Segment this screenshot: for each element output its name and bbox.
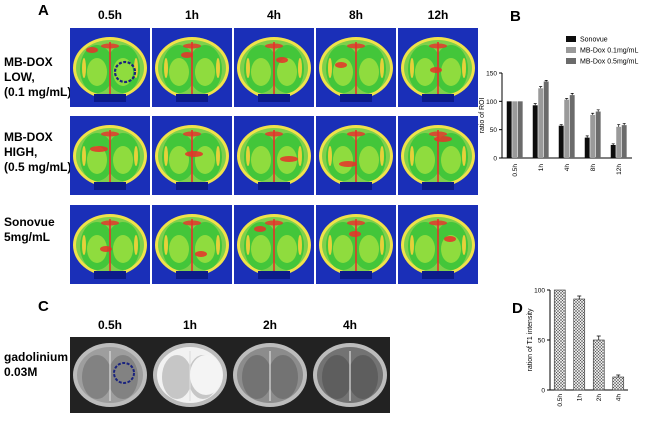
x-tick-label: 0.5h — [557, 394, 564, 407]
error-bar — [591, 112, 595, 115]
error-bar — [577, 295, 582, 299]
x-tick-label: 12h — [616, 164, 623, 175]
panel-a-letter: A — [38, 2, 49, 19]
gadolinium-row-label: gadolinium 0.03M — [4, 350, 68, 379]
panel-a-time-label: 4h — [266, 8, 281, 22]
y-tick-label: 0 — [541, 388, 545, 395]
error-bar — [585, 135, 589, 138]
heatmap-tile — [70, 205, 150, 284]
error-bar — [622, 123, 626, 126]
x-tick-label: 1h — [576, 394, 583, 402]
x-tick-label: 2h — [596, 394, 603, 402]
legend-swatch — [566, 47, 576, 53]
y-tick-label: 150 — [486, 71, 497, 78]
bar — [553, 289, 566, 391]
panel-c-time-label: 0.5h — [97, 318, 122, 332]
heatmap-tile — [316, 28, 396, 107]
heatmap-tile — [398, 28, 478, 107]
mri-tile — [310, 337, 390, 413]
heatmap-tile — [152, 116, 232, 195]
heatmap-tile — [152, 205, 232, 284]
y-tick-label: 50 — [538, 338, 546, 345]
panel-a-time-label: 1h — [184, 8, 199, 22]
bar — [595, 111, 601, 158]
legend-label: Sonovue — [580, 37, 608, 44]
bar — [569, 95, 575, 158]
bar — [621, 125, 627, 158]
y-tick-label: 100 — [486, 99, 497, 106]
panel-c-time-label: 2h — [262, 318, 277, 332]
bar — [532, 105, 538, 158]
panel-a-time-label: 12h — [427, 8, 449, 22]
roi-circle-marker — [113, 60, 137, 84]
error-bar — [596, 109, 600, 112]
bar — [506, 101, 512, 158]
bar — [616, 126, 622, 158]
panel-c-time-label: 4h — [342, 318, 357, 332]
panel-c-letter: C — [38, 298, 49, 315]
heatmap-tile — [316, 205, 396, 284]
y-tick-label: 0 — [493, 156, 497, 163]
legend-swatch — [566, 36, 576, 42]
x-tick-label: 0.5h — [512, 164, 519, 177]
heatmap-tile — [316, 116, 396, 195]
bar — [612, 376, 625, 391]
bar — [558, 125, 564, 158]
panel-a-row-label: Sonovue 5mg/mL — [4, 215, 55, 244]
panel-a-time-label: 8h — [348, 8, 363, 22]
heatmap-tile — [70, 116, 150, 195]
heatmap-tile — [152, 28, 232, 107]
bar — [538, 88, 544, 158]
error-bar — [596, 335, 601, 340]
heatmap-tile — [234, 116, 314, 195]
mri-tile — [70, 337, 150, 413]
legend-label: MB-Dox 0.1mg/mL — [580, 48, 638, 55]
heatmap-tile — [234, 205, 314, 284]
y-axis-label: ration of T1 intensity — [527, 308, 534, 371]
bar — [543, 81, 549, 158]
heatmap-tile — [234, 28, 314, 107]
error-bar — [565, 98, 569, 100]
t1-intensity-chart: 0 50 100 ration of T1 intensity 0.5h 1h 2h 4h — [527, 288, 628, 407]
bar — [584, 137, 590, 158]
panel-a-time-label: 0.5h — [97, 8, 122, 22]
panel-b-letter: B — [510, 8, 521, 25]
error-bar — [559, 124, 563, 126]
error-bar — [570, 93, 574, 96]
bar — [512, 101, 518, 158]
bar — [564, 99, 570, 158]
y-axis-label: ratio of ROI — [479, 98, 486, 134]
error-bar — [616, 374, 621, 377]
y-tick-label: 100 — [534, 288, 545, 295]
bar — [590, 114, 596, 158]
heatmap-tile — [398, 205, 478, 284]
x-tick-label: 4h — [564, 164, 571, 172]
legend-label: MB-Dox 0.5mg/mL — [580, 59, 638, 66]
mri-tile — [150, 337, 230, 413]
error-bar — [617, 124, 621, 127]
x-tick-label: 8h — [590, 164, 597, 172]
bar — [573, 298, 586, 391]
panel-d-letter: D — [512, 300, 523, 317]
error-bar — [611, 143, 615, 145]
error-bar — [539, 86, 543, 89]
panel-a-row-label: MB-DOX HIGH, (0.5 mg/mL) — [4, 130, 72, 174]
roi-ratio-chart: 0 50 100 150 ratio of ROI 0.5h 1h 4h 8h 12h Sonovu… — [479, 36, 638, 177]
panel-c-time-label: 1h — [182, 318, 197, 332]
x-tick-label: 1h — [538, 164, 545, 172]
roi-circle-marker — [113, 362, 135, 384]
error-bar — [533, 103, 537, 106]
heatmap-tile — [398, 116, 478, 195]
y-tick-label: 50 — [490, 127, 498, 134]
legend-swatch — [566, 58, 576, 64]
x-tick-label: 4h — [615, 394, 622, 402]
bar — [592, 339, 605, 391]
panel-a-row-label: MB-DOX LOW, (0.1 mg/mL) — [4, 55, 72, 99]
bar — [610, 144, 616, 158]
bar — [517, 101, 523, 158]
heatmap-tile — [70, 28, 150, 107]
error-bar — [544, 80, 548, 82]
mri-tile — [230, 337, 310, 413]
